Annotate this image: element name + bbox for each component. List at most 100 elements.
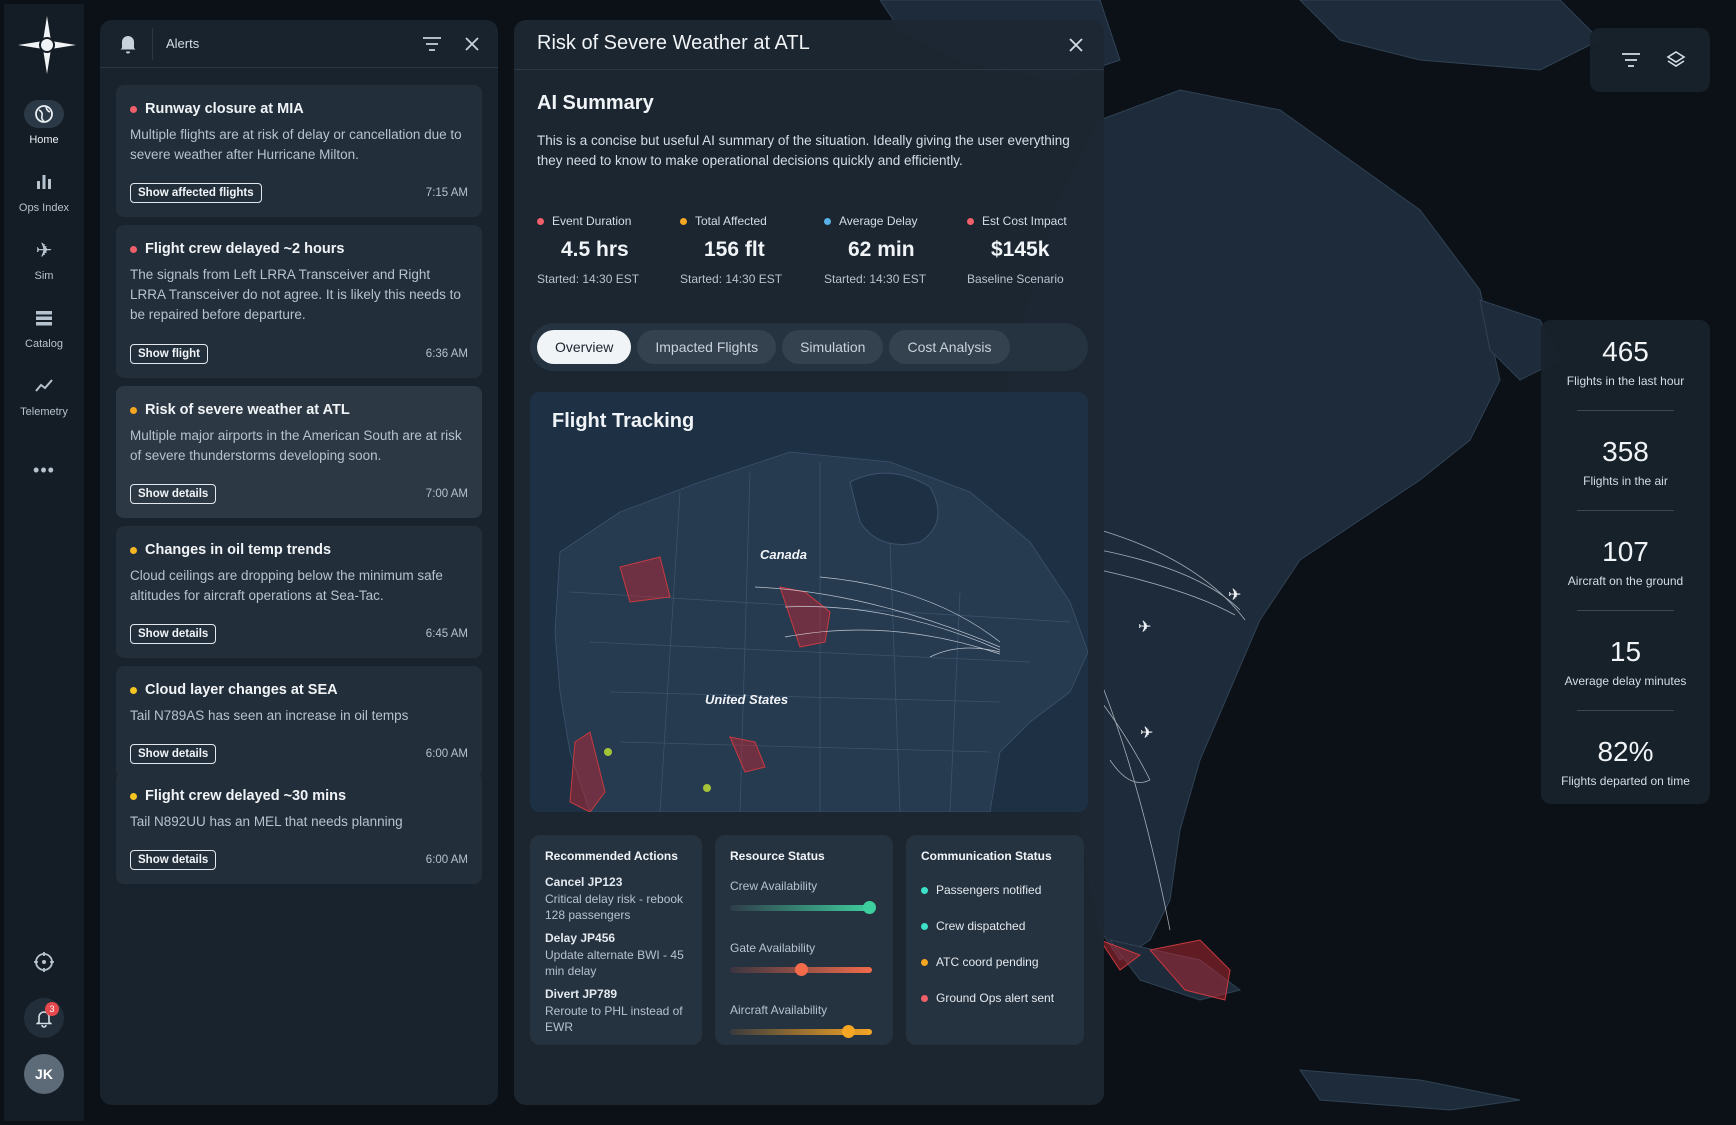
nav-item-sim[interactable]: ✈ Sim (4, 236, 84, 283)
alerts-header: Alerts (100, 20, 498, 68)
airport-dot (604, 748, 612, 756)
recommended-actions-card: Recommended Actions Cancel JP123 Critica… (530, 835, 702, 1045)
alert-body: Tail N789AS has seen an increase in oil … (130, 708, 409, 723)
slider-knob[interactable] (863, 901, 877, 914)
stat-flights-last-hour: 465 Flights in the last hour (1541, 336, 1710, 388)
nav-item-telemetry[interactable]: Telemetry (4, 372, 84, 418)
status-dot (921, 994, 928, 1002)
action-title[interactable]: Delay JP456 (545, 931, 616, 945)
avatar[interactable]: JK (24, 1054, 64, 1094)
alert-card[interactable]: Flight crew delayed ~2 hours The signals… (116, 225, 482, 378)
alert-card[interactable]: Changes in oil temp trends Cloud ceiling… (116, 526, 482, 658)
show-affected-flights-button[interactable]: Show affected flights (130, 183, 262, 203)
alert-card[interactable]: Flight crew delayed ~30 mins Tail N892UU… (116, 772, 482, 884)
action-title[interactable]: Divert JP789 (545, 987, 618, 1001)
notifications-button[interactable]: 3 (24, 998, 64, 1038)
stat-label: Flights in the air (1583, 474, 1668, 488)
stat-flights-in-air: 358 Flights in the air (1541, 436, 1710, 488)
nav-item-ops-index[interactable]: Ops Index (4, 168, 84, 214)
kpi-total-affected: Total Affected 156 flt Started: 14:30 ES… (680, 214, 820, 286)
more-button[interactable]: ••• (4, 456, 84, 490)
kpi-average-delay: Average Delay 62 min Started: 14:30 EST (824, 214, 964, 286)
status-dot (921, 922, 928, 930)
slider-knob[interactable] (795, 963, 808, 976)
kpi-sub: Baseline Scenario (967, 272, 1064, 286)
kpi-sub: Started: 14:30 EST (680, 272, 783, 286)
stat-value: 82% (1597, 736, 1654, 767)
severity-dot (130, 245, 137, 253)
nav-label-catalog: Catalog (25, 338, 63, 350)
nav-item-catalog[interactable]: Catalog (4, 304, 84, 350)
kpi-event-duration: Event Duration 4.5 hrs Started: 14:30 ES… (537, 214, 677, 286)
alert-time: 6:00 AM (425, 748, 468, 760)
alert-card-selected[interactable]: Risk of severe weather at ATL Multiple m… (116, 386, 482, 518)
aircraft-availability-slider[interactable] (730, 1025, 872, 1038)
detail-title: Risk of Severe Weather at ATL (537, 32, 810, 54)
weather-zone (1149, 939, 1231, 1001)
close-detail-button[interactable] (1064, 33, 1088, 57)
kpi-value: 4.5 hrs (561, 238, 629, 261)
show-details-button[interactable]: Show details (130, 744, 217, 764)
alert-card[interactable]: Runway closure at MIA Multiple flights a… (116, 85, 482, 217)
close-icon (465, 37, 479, 51)
nav-item-home[interactable]: Home (4, 100, 84, 146)
slider-knob[interactable] (841, 1025, 855, 1038)
kpi-dot (967, 217, 974, 225)
map-filter-button[interactable] (1619, 48, 1643, 72)
show-details-button[interactable]: Show details (130, 850, 217, 870)
close-icon (1069, 38, 1083, 52)
filter-button[interactable] (420, 32, 444, 56)
alert-time: 7:15 AM (425, 187, 468, 199)
tab-overview[interactable]: Overview (537, 330, 632, 364)
alert-title: Flight crew delayed ~30 mins (145, 788, 347, 804)
nav-label-sim: Sim (34, 270, 54, 282)
resource-status-title: Resource Status (730, 849, 825, 863)
flight-tracking-map[interactable] (530, 392, 1088, 812)
alert-title: Flight crew delayed ~2 hours (145, 241, 345, 257)
weather-zone (1098, 938, 1142, 971)
tab-cost-analysis[interactable]: Cost Analysis (889, 330, 1010, 364)
stat-value: 358 (1602, 436, 1649, 467)
alert-title: Risk of severe weather at ATL (145, 402, 350, 418)
logo-star-icon (18, 16, 76, 74)
map-toolbar (1590, 28, 1710, 92)
map-label-canada: Canada (760, 547, 807, 562)
ellipsis-icon: ••• (33, 459, 55, 480)
resource-label: Gate Availability (730, 941, 816, 955)
target-button[interactable] (24, 942, 64, 982)
severity-dot (130, 792, 137, 800)
detail-tabs: Overview Impacted Flights Simulation Cos… (530, 323, 1088, 371)
map-layers-button[interactable] (1664, 48, 1688, 72)
alert-title: Runway closure at MIA (145, 101, 304, 117)
severity-dot (130, 686, 137, 694)
kpi-dot (680, 217, 687, 225)
severity-dot (130, 546, 137, 554)
action-desc: Update alternate BWI - 45 min delay (545, 948, 684, 978)
severity-dot (130, 406, 137, 414)
nav-label-telemetry: Telemetry (20, 406, 68, 418)
status-label: Crew dispatched (936, 919, 1026, 933)
action-title[interactable]: Cancel JP123 (545, 875, 623, 889)
status-dot (921, 958, 928, 966)
status-label: Ground Ops alert sent (936, 991, 1055, 1005)
alert-card[interactable]: Cloud layer changes at SEA Tail N789AS h… (116, 666, 482, 778)
stat-divider (1577, 710, 1674, 711)
kpi-sub: Started: 14:30 EST (537, 272, 640, 286)
airport-dot (703, 784, 711, 792)
kpi-sub: Started: 14:30 EST (824, 272, 927, 286)
header-divider (152, 28, 153, 60)
kpi-est-cost-impact: Est Cost Impact $145k Baseline Scenario (967, 214, 1107, 286)
tab-simulation[interactable]: Simulation (782, 330, 884, 364)
show-flight-button[interactable]: Show flight (130, 344, 208, 364)
alert-time: 6:00 AM (425, 854, 468, 866)
alert-time: 6:36 AM (425, 348, 468, 360)
crew-availability-slider[interactable] (730, 901, 877, 914)
close-alerts-button[interactable] (460, 32, 484, 56)
action-desc: Critical delay risk - rebook 128 passeng… (545, 892, 684, 922)
gate-availability-slider[interactable] (730, 963, 872, 976)
show-details-button[interactable]: Show details (130, 624, 217, 644)
show-details-button[interactable]: Show details (130, 484, 217, 504)
flight-tracking-card[interactable]: Flight Tracking Canada United States (530, 392, 1088, 812)
tab-impacted-flights[interactable]: Impacted Flights (637, 330, 777, 364)
alert-title: Cloud layer changes at SEA (145, 682, 338, 698)
